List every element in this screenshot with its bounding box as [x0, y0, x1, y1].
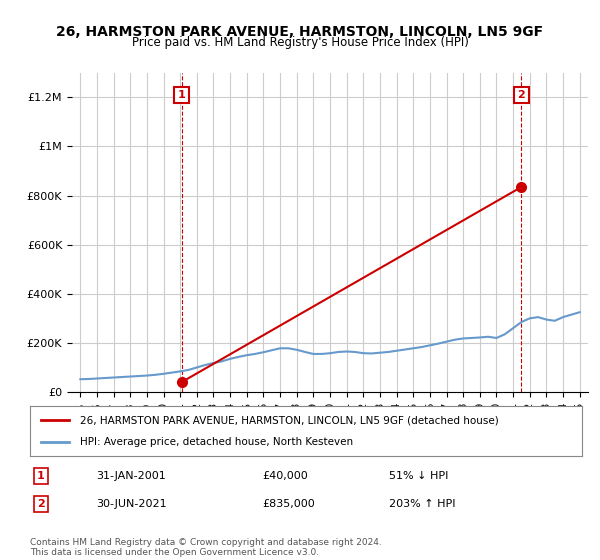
Text: 2: 2 — [518, 90, 525, 100]
Text: £835,000: £835,000 — [262, 499, 314, 509]
Text: 2: 2 — [37, 499, 45, 509]
Text: 31-JAN-2001: 31-JAN-2001 — [96, 471, 166, 481]
Text: Contains HM Land Registry data © Crown copyright and database right 2024.
This d: Contains HM Land Registry data © Crown c… — [30, 538, 382, 557]
Text: 203% ↑ HPI: 203% ↑ HPI — [389, 499, 455, 509]
Text: HPI: Average price, detached house, North Kesteven: HPI: Average price, detached house, Nort… — [80, 437, 353, 447]
Text: £40,000: £40,000 — [262, 471, 308, 481]
Text: 1: 1 — [178, 90, 185, 100]
Text: 51% ↓ HPI: 51% ↓ HPI — [389, 471, 448, 481]
Text: 26, HARMSTON PARK AVENUE, HARMSTON, LINCOLN, LN5 9GF (detached house): 26, HARMSTON PARK AVENUE, HARMSTON, LINC… — [80, 415, 499, 425]
Text: 30-JUN-2021: 30-JUN-2021 — [96, 499, 167, 509]
Text: 26, HARMSTON PARK AVENUE, HARMSTON, LINCOLN, LN5 9GF: 26, HARMSTON PARK AVENUE, HARMSTON, LINC… — [56, 25, 544, 39]
Text: 1: 1 — [37, 471, 45, 481]
Text: Price paid vs. HM Land Registry's House Price Index (HPI): Price paid vs. HM Land Registry's House … — [131, 36, 469, 49]
